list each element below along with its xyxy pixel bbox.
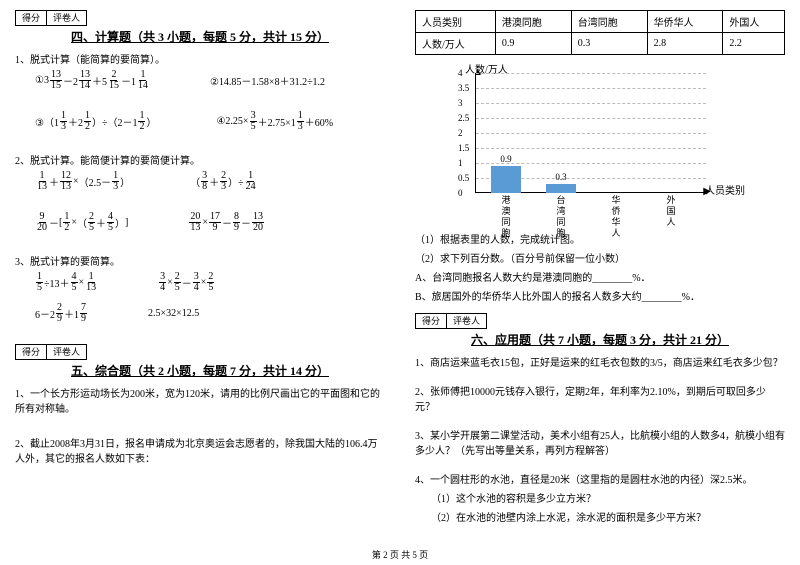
ytick: 4 [458, 68, 463, 78]
grader-label: 评卷人 [47, 344, 87, 360]
th: 港澳同胞 [495, 11, 571, 33]
section-4-title: 四、计算题（共 3 小题，每题 5 分，共计 15 分） [15, 28, 385, 45]
q1a: ①31315－21314＋5215－1114 [35, 70, 150, 91]
ytick: 2 [458, 128, 463, 138]
q2d: 2013×179－89－1320 [188, 212, 265, 233]
scorebox-6: 得分 评卷人 [415, 313, 785, 329]
th: 外国人 [723, 11, 785, 33]
q3-row2: 6－229＋179 2.5×32×12.5 [35, 303, 385, 324]
q1d: ④2.25×35＋2.75×113＋60% [216, 111, 333, 132]
scorebox-4: 得分 评卷人 [15, 10, 385, 26]
q3d: 2.5×32×12.5 [148, 303, 199, 324]
s6-q4a: （1）这个水池的容积是多少立方米？ [431, 490, 785, 505]
ytick: 3.5 [458, 83, 469, 93]
chart-area: ▲ ▶ 00.511.522.533.54 0.90.3 港 澳 同 胞台 湾 … [475, 73, 705, 193]
x-category: 台 湾 同 胞 [554, 195, 568, 239]
q2b: （38 ＋ 23）÷124 [190, 171, 258, 192]
table-data-row: 人数/万人 0.9 0.3 2.8 2.2 [416, 33, 785, 55]
s6-q3: 3、某小学开展第二课堂活动，美术小组有25人，比航模小组的人数多4，航模小组有多… [415, 427, 785, 457]
x-axis-label: 人员类别 [705, 182, 745, 197]
sub-q2b: B、旅居国外的华侨华人比外国人的报名人数多大约________%． [415, 288, 785, 303]
td: 0.3 [571, 33, 647, 55]
gridline [476, 148, 706, 149]
q3a: 15÷13＋45×113 [35, 272, 98, 293]
ytick: 1.5 [458, 143, 469, 153]
bar-chart: 人数/万人 ▲ ▶ 00.511.522.533.54 0.90.3 港 澳 同… [445, 63, 725, 223]
s6-q4: 4、一个圆柱形的水池，直径是20米（这里指的是圆柱水池的内径）深2.5米。 [415, 471, 785, 486]
td: 2.8 [647, 33, 723, 55]
q3-row1: 15÷13＋45×113 34×25－34×25 [35, 272, 385, 293]
gridline [476, 88, 706, 89]
q2-row2: 920－[12×（25＋45）] 2013×179－89－1320 [35, 212, 385, 233]
ytick: 1 [458, 158, 463, 168]
ytick: 0.5 [458, 173, 469, 183]
bar-value-label: 0.3 [546, 172, 576, 182]
x-category: 港 澳 同 胞 [499, 195, 513, 239]
right-column: 人员类别 港澳同胞 台湾同胞 华侨华人 外国人 人数/万人 0.9 0.3 2.… [400, 0, 800, 565]
gridline [476, 103, 706, 104]
s6-q2: 2、张师傅把10000元钱存入银行，定期2年，年利率为2.10%，到期后可取回多… [415, 383, 785, 413]
ytick: 2.5 [458, 113, 469, 123]
q3-intro: 3、脱式计算的要简算。 [15, 253, 385, 268]
bar-value-label: 0.9 [491, 154, 521, 164]
s6-q1: 1、商店运来蓝毛衣15包，正好是运来的红毛衣包数的3/5，商店运来红毛衣多少包？ [415, 354, 785, 369]
s5-q2: 2、截止2008年3月31日，报名申请成为北京奥运会志愿者的，除我国大陆的106… [15, 435, 385, 465]
x-category: 外 国 人 [664, 195, 678, 228]
bar [546, 184, 576, 193]
table-header-row: 人员类别 港澳同胞 台湾同胞 华侨华人 外国人 [416, 11, 785, 33]
q1-intro: 1、脱式计算（能简算的要简算）。 [15, 51, 385, 66]
q2c: 920－[12×（25＋45）] [35, 212, 128, 233]
score-label: 得分 [15, 344, 47, 360]
th: 人员类别 [416, 11, 496, 33]
q1-row1: ①31315－21314＋5215－1114 ②14.85－1.58×8＋31.… [35, 70, 385, 91]
sub-q1: （1）根据表里的人数，完成统计图。 [415, 231, 785, 246]
ytick: 0 [458, 188, 463, 198]
scorebox-5: 得分 评卷人 [15, 344, 385, 360]
bar [491, 166, 521, 193]
q2-row1: 113＋1213×（2.5－13） （38 ＋ 23）÷124 [35, 171, 385, 192]
section-6-title: 六、应用题（共 7 小题，每题 3 分，共计 21 分） [415, 331, 785, 348]
x-category: 华 侨 华 人 [609, 195, 623, 239]
page-footer: 第 2 页 共 5 页 [0, 548, 800, 561]
sub-q2a: A、台湾同胞报名人数大约是港澳同胞的________%． [415, 269, 785, 284]
gridline [476, 73, 706, 74]
data-table: 人员类别 港澳同胞 台湾同胞 华侨华人 外国人 人数/万人 0.9 0.3 2.… [415, 10, 785, 55]
th: 华侨华人 [647, 11, 723, 33]
grader-label: 评卷人 [47, 10, 87, 26]
th: 台湾同胞 [571, 11, 647, 33]
td: 人数/万人 [416, 33, 496, 55]
gridline [476, 133, 706, 134]
sub-q2: （2）求下列百分数。（百分号前保留一位小数） [415, 250, 785, 265]
q2a: 113＋1213×（2.5－13） [35, 171, 130, 192]
section-5-title: 五、综合题（共 2 小题，每题 7 分，共计 14 分） [15, 362, 385, 379]
q3b: 34×25－34×25 [158, 272, 215, 293]
q3c: 6－229＋179 [35, 303, 88, 324]
grader-label: 评卷人 [447, 313, 487, 329]
left-column: 得分 评卷人 四、计算题（共 3 小题，每题 5 分，共计 15 分） 1、脱式… [0, 0, 400, 565]
q2-intro: 2、脱式计算。能简便计算的要简便计算。 [15, 152, 385, 167]
ytick: 3 [458, 98, 463, 108]
s6-q4b: （2）在水池的池壁内涂上水泥，涂水泥的面积是多少平方米？ [431, 509, 785, 524]
gridline [476, 118, 706, 119]
td: 0.9 [495, 33, 571, 55]
q1c: ③（113＋212）÷（2－112） [35, 111, 156, 132]
q1-row2: ③（113＋212）÷（2－112） ④2.25×35＋2.75×113＋60% [35, 111, 385, 132]
s5-q1: 1、一个长方形运动场长为200米，宽为120米，请用的比例尺画出它的平面图和它的… [15, 385, 385, 415]
td: 2.2 [723, 33, 785, 55]
score-label: 得分 [15, 10, 47, 26]
q1b: ②14.85－1.58×8＋31.2÷1.2 [210, 70, 325, 91]
score-label: 得分 [415, 313, 447, 329]
